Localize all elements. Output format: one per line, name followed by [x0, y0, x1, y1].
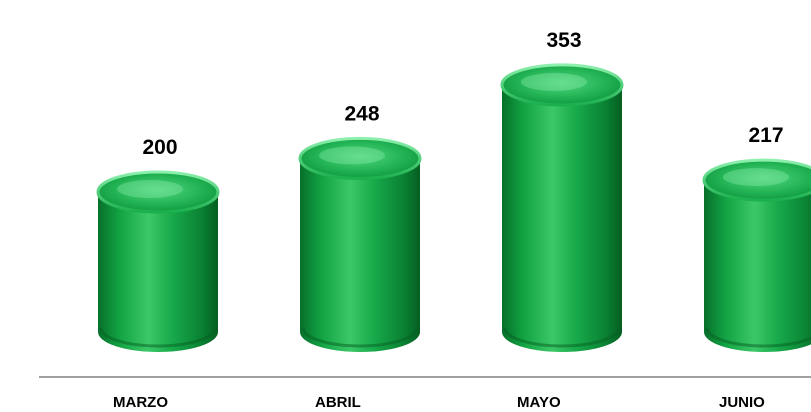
category-label-mayo: MAYO: [517, 394, 561, 411]
value-label-marzo: 200: [142, 136, 177, 159]
value-label-junio: 217: [748, 124, 783, 147]
category-label-marzo: MARZO: [113, 394, 168, 411]
category-label-abril: ABRIL: [315, 394, 361, 411]
bar-top-highlight-abril: [319, 146, 385, 165]
bar-bottom-shade-marzo: [99, 327, 217, 348]
bars-layer: [96, 63, 811, 353]
bar-marzo: [96, 170, 220, 352]
bar-top-abril: [298, 136, 422, 180]
bar-bottom-shade-junio: [705, 327, 811, 348]
bar-body-junio: [704, 180, 811, 352]
bar-abril: [298, 136, 422, 352]
labels-layer: 200 MARZO 248 ABRIL 353 MAYO 217 JUNIO: [113, 29, 784, 411]
bar-mayo: [500, 63, 624, 353]
bar-bottom-shade-mayo: [503, 327, 621, 348]
bar-top-junio: [702, 158, 811, 202]
bar-body-marzo: [98, 192, 218, 352]
bar-junio: [702, 158, 811, 352]
bar-bottom-shade-abril: [301, 327, 419, 348]
bar-top-highlight-mayo: [521, 72, 587, 91]
bar-body-abril: [300, 158, 420, 352]
bar-body-mayo: [502, 84, 622, 353]
bar-top-highlight-marzo: [117, 180, 183, 198]
category-label-junio: JUNIO: [719, 394, 765, 411]
bar-top-mayo: [500, 63, 624, 107]
bar-top-highlight-junio: [723, 168, 789, 187]
bar-top-marzo: [96, 170, 220, 214]
value-label-abril: 248: [344, 102, 379, 125]
value-label-mayo: 353: [546, 29, 581, 52]
